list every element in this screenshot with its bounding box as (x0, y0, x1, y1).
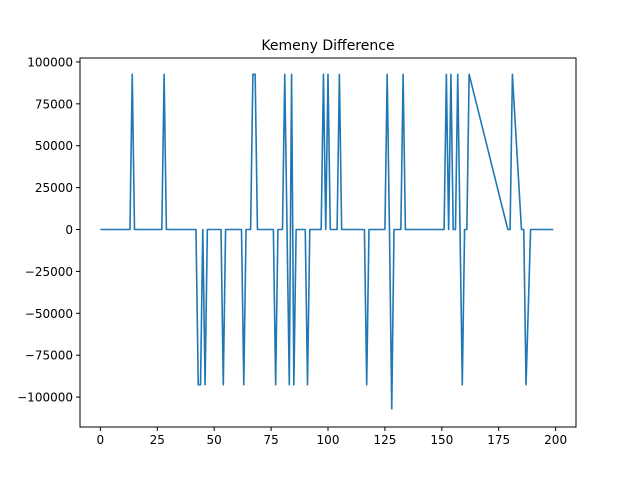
x-tick-label: 200 (544, 433, 567, 447)
x-tick-label: 125 (373, 433, 396, 447)
axes-frame (79, 57, 577, 428)
x-tick-label: 150 (430, 433, 453, 447)
x-tick-label: 0 (97, 433, 105, 447)
y-tick-label: −75000 (25, 349, 73, 363)
y-tick-label: 25000 (35, 181, 73, 195)
chart-title: Kemeny Difference (261, 38, 394, 54)
plot-area (100, 73, 554, 410)
y-tick-label: 75000 (35, 97, 73, 111)
y-axis: −100000 −75000 −50000 −25000 0 25000 50000 7500… (17, 55, 80, 405)
y-tick-label: −50000 (25, 307, 73, 321)
x-tick-label: 50 (207, 433, 222, 447)
series-line (100, 73, 554, 410)
y-tick-label: −25000 (25, 265, 73, 279)
x-tick-label: 75 (263, 433, 278, 447)
x-tick-label: 100 (317, 433, 340, 447)
y-tick-label: 100000 (27, 55, 73, 69)
y-tick-label: 50000 (35, 139, 73, 153)
x-tick-label: 175 (487, 433, 510, 447)
x-tick-label: 25 (150, 433, 165, 447)
x-axis: 0 25 50 75 100 125 150 175 200 (97, 427, 567, 447)
y-tick-label: −100000 (17, 391, 73, 405)
y-tick-label: 0 (65, 223, 73, 237)
